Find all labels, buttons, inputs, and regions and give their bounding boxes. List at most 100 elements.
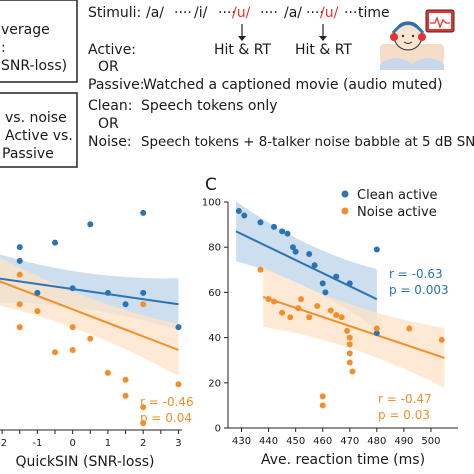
data-point: [346, 359, 353, 366]
data-point: [140, 301, 147, 308]
data-point: [346, 350, 353, 357]
x-tick-label: 440: [259, 436, 278, 447]
arrow-head-icon: [238, 36, 246, 41]
passive-text: Watched a captioned movie (audio muted): [143, 77, 443, 93]
y-tick-label: 100: [202, 198, 221, 209]
data-point: [319, 393, 326, 400]
x-tick-label: 1: [105, 438, 111, 449]
x-tick-label: 460: [313, 436, 332, 447]
left-box-bottom: [0, 92, 78, 168]
y-tick-label: 40: [208, 333, 221, 344]
data-point: [52, 239, 59, 246]
stimulus-token: ····: [218, 5, 236, 21]
data-point: [271, 223, 277, 230]
regression-line: [0, 280, 179, 351]
data-point: [257, 266, 264, 273]
y-tick-label: 60: [208, 288, 221, 299]
annotation-r-clean: r = -0.63: [389, 267, 443, 281]
annotation-r: r = -0.46: [140, 395, 194, 409]
data-point: [287, 314, 294, 321]
data-point: [306, 314, 313, 321]
data-point: [104, 369, 111, 376]
stimulus-token: /u/: [320, 5, 339, 21]
regression-line: [235, 230, 378, 301]
stimulus-token: ····: [260, 5, 278, 21]
stimuli-label: Stimuli:: [88, 5, 141, 21]
left-box-top: [0, 0, 78, 83]
left-box-line-3: SNR-loss): [1, 58, 67, 74]
x-tick-label: 480: [367, 436, 386, 447]
regression-line: [262, 295, 445, 359]
x-tick-label: -2: [0, 438, 7, 449]
x-tick-label: 500: [421, 436, 440, 447]
data-point: [16, 301, 23, 308]
stimulus-token: /u/: [232, 5, 251, 21]
data-point: [319, 280, 326, 287]
x-tick-label: 490: [394, 436, 413, 447]
y-tick-label: 80: [208, 243, 221, 254]
data-point: [140, 404, 147, 411]
data-point: [257, 219, 264, 226]
data-point: [52, 349, 59, 356]
x-axis-label: QuickSIN (SNR-loss): [15, 454, 154, 470]
stimulus-token: ····: [344, 5, 362, 21]
data-point: [306, 250, 313, 257]
data-point: [122, 392, 129, 399]
data-point: [16, 324, 23, 331]
stimulus-token: ····: [174, 5, 192, 21]
data-point: [69, 347, 76, 353]
left-box2-line-2: Active vs.: [5, 128, 73, 144]
active-label: Active:: [88, 42, 136, 58]
legend-marker-clean: [341, 190, 349, 198]
annotation-p-clean: p = 0.003: [389, 283, 449, 297]
data-point: [289, 244, 296, 251]
x-tick-label: 3: [175, 438, 181, 449]
data-point: [349, 368, 356, 375]
data-point: [346, 341, 353, 348]
data-point: [122, 301, 129, 308]
x-axis-label: Ave. reaction time (ms): [261, 452, 425, 468]
data-point: [87, 335, 94, 342]
data-point: [438, 336, 445, 343]
data-point: [373, 325, 380, 332]
x-tick-label: 450: [286, 436, 305, 447]
data-point: [34, 289, 41, 296]
data-point: [140, 289, 147, 296]
data-point: [140, 420, 147, 427]
data-point: [122, 376, 129, 383]
data-point: [344, 327, 351, 334]
legend-label: Noise active: [357, 205, 437, 220]
annotation-r-noise: r = -0.47: [378, 392, 432, 406]
legend-marker-noise: [341, 207, 349, 215]
or-label-1: OR: [98, 59, 119, 75]
data-point: [292, 248, 299, 255]
data-point: [87, 221, 94, 228]
data-point: [235, 208, 242, 215]
hit-rt-label-1: Hit & RT: [214, 42, 271, 58]
data-point: [16, 244, 23, 251]
data-point: [327, 307, 334, 314]
hit-rt-label-2: Hit & RT: [295, 42, 352, 58]
arrow-head-icon: [319, 36, 327, 41]
clean-label: Clean:: [88, 98, 132, 114]
data-point: [34, 308, 41, 315]
left-box2-line-1: vs. noise: [5, 110, 67, 126]
data-point: [346, 280, 353, 287]
noise-text: Speech tokens + 8-talker noise babble at…: [141, 135, 474, 150]
y-tick-label: 0: [215, 424, 221, 435]
x-tick-label: 0: [69, 438, 75, 449]
data-point: [333, 273, 340, 280]
data-point: [140, 209, 147, 216]
data-point: [295, 305, 302, 312]
stimulus-token: /a/: [146, 5, 164, 21]
x-tick-label: -1: [32, 438, 42, 449]
chart-panel-b: -2 -1 0 1 2 3 QuickSIN (SNR-loss) r = -0.46 p = …: [0, 209, 194, 470]
data-point: [241, 212, 248, 219]
panel-label-c: C: [205, 175, 217, 195]
data-point: [265, 296, 272, 303]
data-point: [69, 285, 76, 292]
stimulus-token: time: [358, 5, 390, 21]
x-tick-label: 2: [140, 438, 146, 449]
x-tick-label: 430: [232, 436, 251, 447]
